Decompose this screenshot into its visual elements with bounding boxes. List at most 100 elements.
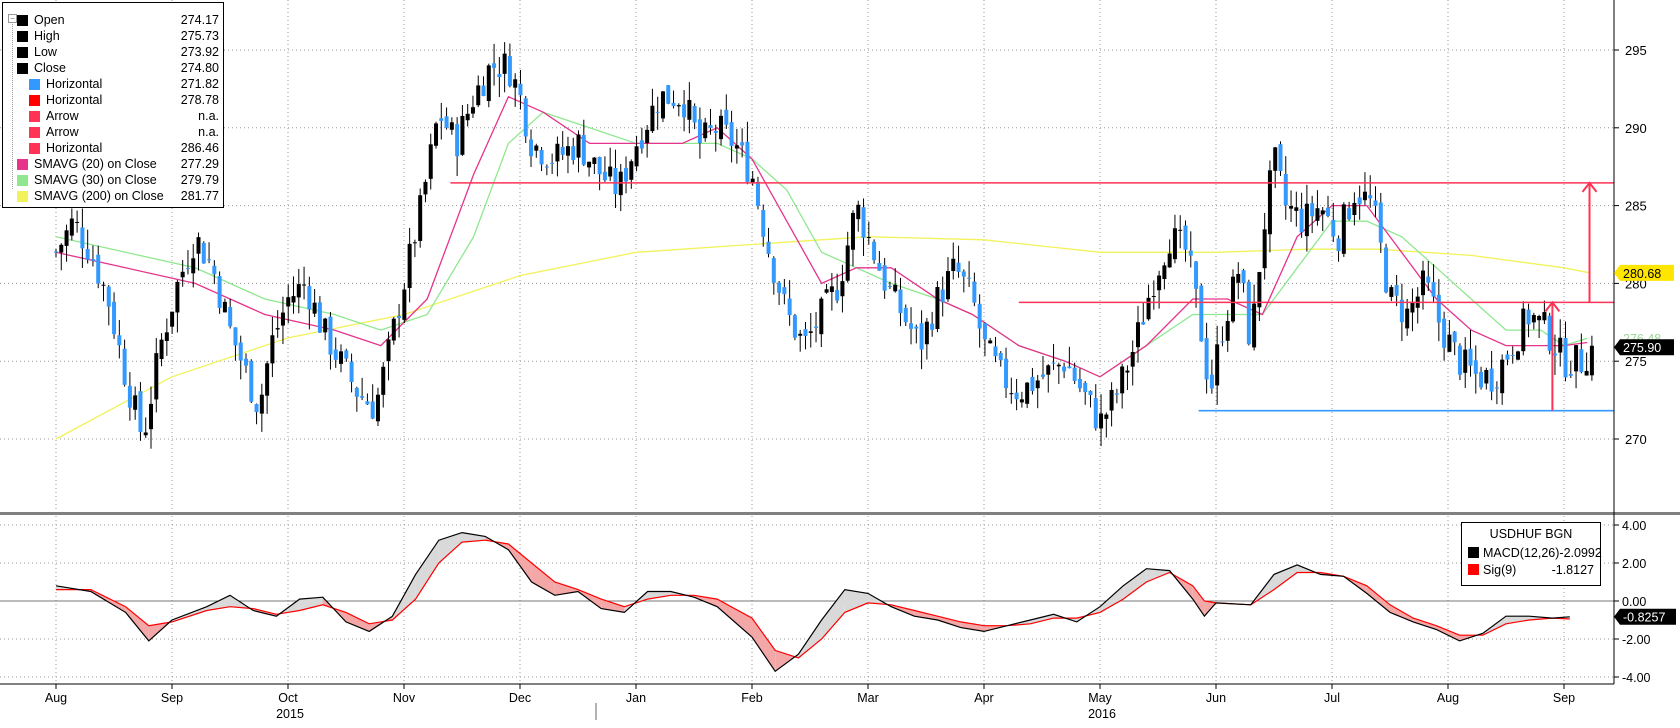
- xtick-label: Oct: [278, 691, 298, 705]
- candle-body: [1537, 316, 1542, 321]
- candle-body: [1151, 295, 1156, 297]
- candle-body: [170, 311, 175, 327]
- candle-body: [1230, 276, 1235, 322]
- legend-swatch-icon: [17, 174, 28, 186]
- candle-body: [402, 289, 407, 320]
- legend-label: Horizontal: [46, 141, 103, 155]
- legend-value: 274.17: [180, 13, 219, 27]
- candle-body: [507, 56, 512, 87]
- candle-body: [1558, 337, 1563, 353]
- candle-body: [930, 323, 935, 330]
- candle-body: [1336, 238, 1341, 252]
- candle-body: [1188, 250, 1193, 256]
- candle-body: [1199, 285, 1204, 342]
- candle-body: [54, 251, 58, 253]
- legend-value: 273.92: [180, 45, 219, 59]
- candle-body: [1457, 345, 1462, 375]
- candle-body: [69, 218, 74, 236]
- candle-body: [724, 109, 729, 125]
- candle-body: [576, 134, 581, 158]
- candle-body: [655, 111, 660, 113]
- candle-body: [1410, 302, 1415, 313]
- candle-body: [713, 130, 718, 133]
- candle-body: [1489, 368, 1494, 392]
- candle-body: [1257, 272, 1262, 308]
- legend-row: Arrow n.a.: [29, 124, 219, 140]
- candle-body: [803, 329, 808, 337]
- candle-body: [207, 259, 212, 261]
- candle-body: [708, 125, 713, 128]
- candle-body: [397, 315, 402, 318]
- candle-body: [956, 262, 961, 272]
- legend-label: Arrow: [46, 125, 79, 139]
- candle-body: [270, 335, 275, 364]
- candle-body: [1172, 228, 1177, 260]
- candle-body: [1394, 285, 1399, 296]
- candle-body: [771, 258, 776, 283]
- legend-label: High: [34, 29, 60, 43]
- candle-body: [529, 139, 534, 157]
- candle-body: [608, 166, 613, 177]
- candle-body: [882, 265, 887, 291]
- candle-body: [1552, 353, 1557, 356]
- candle-body: [850, 212, 855, 250]
- legend-value: 286.46: [180, 141, 219, 155]
- candle-body: [550, 162, 555, 164]
- candle-body: [544, 166, 549, 168]
- candle-body: [1125, 370, 1130, 373]
- xtick-label: Aug: [1437, 691, 1459, 705]
- candle-body: [133, 395, 138, 410]
- candle-body: [407, 243, 412, 289]
- candle-body: [1352, 202, 1357, 216]
- candle-body: [792, 315, 797, 338]
- candle-body: [861, 207, 866, 238]
- candle-body: [1019, 399, 1024, 403]
- candle-body: [1262, 229, 1267, 269]
- candle-body: [1009, 393, 1014, 395]
- xtick-label: Sep: [1553, 691, 1575, 705]
- macd-legend: USDHUF BGN MACD(12,26) -2.0992 Sig(9) -1.81…: [1461, 522, 1602, 586]
- legend-swatch-icon: [29, 78, 40, 90]
- candle-body: [872, 241, 877, 261]
- legend-row: SMAVG (30) on Close 279.79: [17, 172, 219, 188]
- candle-body: [1220, 341, 1225, 343]
- candle-body: [1468, 348, 1473, 366]
- candle-body: [238, 342, 243, 361]
- price-ytick-label: 295: [1625, 43, 1647, 58]
- legend-row: Open 274.17: [17, 12, 219, 28]
- macd-fill-segment: [717, 599, 752, 638]
- macd-legend-rows: MACD(12,26) -2.0992 Sig(9) -1.8127: [1468, 544, 1602, 578]
- candle-body: [233, 327, 238, 346]
- candle-body: [719, 115, 724, 140]
- signal-line: [56, 539, 1570, 659]
- xtick-label: Jul: [1324, 691, 1340, 705]
- price-legend: − Open 274.17 High 275.73 Low 273.92 Close 274.…: [2, 2, 224, 208]
- candle-body: [676, 105, 681, 107]
- collapse-icon[interactable]: −: [8, 14, 17, 23]
- candle-body: [470, 107, 475, 114]
- xtick-label: Nov: [393, 691, 416, 705]
- legend-label: Low: [34, 45, 57, 59]
- candle-body: [560, 146, 565, 155]
- candle-body: [1447, 334, 1452, 352]
- macd-line: [55, 531, 1570, 673]
- candle-body: [893, 284, 898, 292]
- candle-body: [80, 227, 85, 249]
- macd-legend-label: Sig(9): [1483, 562, 1517, 577]
- macd-fill-segment: [299, 597, 323, 611]
- candle-body: [1236, 273, 1241, 283]
- candle-body: [814, 326, 819, 329]
- candle-body: [175, 281, 180, 313]
- candle-body: [112, 301, 117, 335]
- candle-body: [1167, 253, 1172, 268]
- price-layer: [54, 42, 1614, 449]
- macd-fill-segment: [462, 532, 486, 543]
- candle-body: [692, 106, 697, 123]
- candle-body: [75, 221, 80, 223]
- legend-swatch-icon: [17, 190, 28, 202]
- macd-fill-segment: [346, 612, 370, 632]
- candle-body: [1368, 195, 1373, 199]
- legend-value: 271.82: [180, 77, 219, 91]
- candle-body: [1378, 202, 1383, 243]
